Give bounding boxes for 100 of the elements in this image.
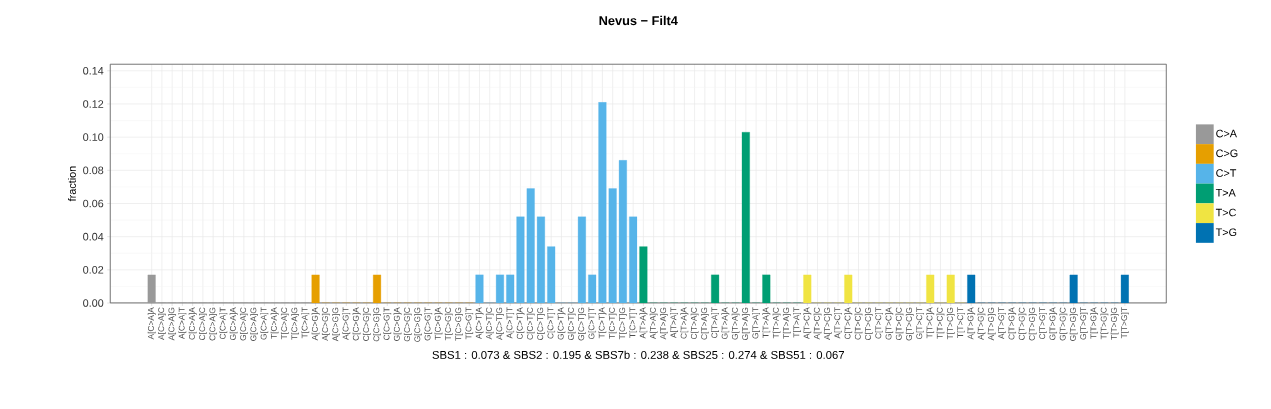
legend-label: C>A [1216,129,1237,138]
legend-label: T>G [1215,228,1237,237]
x-tick-label: G[T>A]C [731,307,740,340]
x-tick-label: G[T>C]G [905,307,914,341]
x-tick-label: C[T>C]C [854,307,863,340]
x-tick-label: G[T>G]T [1080,307,1088,340]
chart-title: Nevus − Filt4 [599,15,678,26]
legend-label: T>A [1215,189,1236,197]
x-tick-label: G[T>G]A [1049,307,1058,341]
x-tick-label: T[C>A]T [301,307,310,339]
y-tick-label: 0.04 [83,233,104,241]
x-tick-label: T[C>T]T [629,307,638,339]
x-tick-label: T[C>G]A [434,307,443,340]
x-tick-label: T[T>A]C [772,307,781,339]
x-tick-label: C[C>T]G [537,307,545,341]
x-tick-label: A[C>T]A [475,307,484,340]
x-tick-label: G[T>A]T [752,307,760,339]
x-tick-label: C[T>A]G [700,307,709,340]
x-tick-label: A[C>G]G [332,307,340,342]
x-tick-label: C[C>A]G [209,307,218,341]
x-tick-label: G[T>C]A [885,307,894,340]
y-tick-label: 0.06 [83,199,104,208]
x-tick-label: A[T>G]A [967,307,976,340]
x-tick-label: T[C>G]T [465,307,474,340]
x-tick-label: A[T>G]G [987,307,996,341]
x-tick-label: C[T>G]A [1008,307,1017,340]
x-tick-label: C[C>G]C [362,307,371,342]
y-tick-label: 0.12 [83,100,104,108]
x-tick-label: C[T>G]C [1018,307,1027,341]
x-tick-label: A[C>T]T [506,307,515,339]
x-tick-label: G[C>T]A [557,307,566,340]
y-tick-label: 0.10 [83,133,104,142]
x-tick-label: A[T>C]G [823,307,832,341]
y-tick-label: 0.02 [83,266,104,274]
x-tick-label: T[T>C]C [936,307,945,339]
x-tick-label: C[C>G]A [352,307,361,341]
x-tick-label: G[C>A]T [260,307,269,340]
x-tick-label: C[T>A]C [690,307,699,340]
x-tick-label: G[C>G]A [393,307,402,342]
x-tick-label: T[T>C]G [946,307,955,340]
x-tick-label: T[C>T]C [608,307,617,339]
x-tick-label: T[T>A]A [762,307,771,339]
x-tick-label: G[C>T]G [578,307,586,341]
x-tick-label: G[C>G]C [403,307,412,342]
x-tick-label: A[C>G]T [342,307,351,341]
x-tick-label: C[C>G]T [383,307,392,341]
x-tick-label: A[T>A]G [659,307,668,340]
x-tick-label: G[C>G]T [424,307,433,341]
x-tick-label: A[T>C]T [834,307,842,339]
y-axis-title: fraction [67,166,76,202]
x-tick-label: G[C>A]G [250,307,258,342]
x-tick-label: A[T>G]T [998,307,1006,340]
legend-label: T>C [1215,208,1236,217]
x-tick-label: T[T>C]A [926,307,935,339]
x-tick-label: A[C>G]A [311,307,320,341]
x-tick-label: C[T>C]T [875,307,883,339]
x-tick-label: G[T>G]G [1069,307,1078,342]
y-tick-label: 0.14 [83,67,104,75]
x-tick-label: G[C>A]C [239,307,248,341]
x-tick-label: G[C>G]G [414,307,422,342]
x-tick-label: A[C>G]C [321,307,330,342]
x-tick-label: C[T>C]G [864,307,873,341]
x-tick-label: A[T>A]A [639,307,648,339]
x-tick-label: T[C>G]C [444,307,453,341]
x-tick-label: T[T>A]G [782,307,791,339]
x-tick-label: G[T>G]C [1059,307,1068,341]
x-tick-label: A[T>A]C [649,307,658,340]
x-tick-label: A[C>A]G [168,307,177,341]
x-tick-label: G[C>A]A [229,307,238,341]
legend-label: C>G [1216,149,1238,158]
x-tick-label: C[T>C]A [844,307,853,340]
x-tick-label: A[C>T]C [485,307,494,340]
y-tick-label: 0.00 [83,299,104,308]
x-tick-label: T[C>G]G [455,307,463,341]
x-tick-label: C[C>T]T [547,307,556,339]
x-tick-label: A[C>A]A [147,307,156,340]
x-tick-label: T[T>A]T [793,307,801,338]
x-tick-label: T[C>A]A [270,307,279,339]
x-tick-label: T[C>T]A [598,307,607,339]
x-tick-label: G[C>T]C [567,307,576,341]
x-tick-label: T[T>G]A [1090,307,1099,339]
x-tick-label: G[T>C]T [916,307,924,340]
x-tick-label: T[C>A]G [291,307,299,340]
x-tick-label: G[T>A]G [741,307,750,341]
x-tick-label: T[T>G]T [1120,307,1129,339]
x-axis-title: SBS1 : 0.073 & SBS2 : 0.195 & SBS7b : 0.238 & SBS25 : 0.274 & SBS51 : 0.067 [432,350,844,360]
x-tick-label: C[C>A]A [188,307,197,340]
x-tick-label: T[T>G]G [1110,307,1119,340]
x-tick-label: C[T>G]G [1028,307,1037,341]
x-tick-label: G[C>T]T [588,307,597,340]
x-tick-label: T[T>G]C [1100,307,1109,340]
x-tick-label: C[T>G]T [1039,307,1047,340]
y-tick-label: 0.08 [83,166,104,175]
x-tick-label: T[C>A]C [280,307,289,340]
x-tick-label: C[C>A]T [219,307,228,340]
x-tick-label: A[T>C]A [803,307,812,340]
x-tick-label: A[T>G]C [977,307,986,341]
x-tick-label: A[T>C]C [813,307,822,340]
x-tick-label: C[C>T]A [516,307,525,340]
x-tick-label: C[C>G]G [373,307,381,342]
